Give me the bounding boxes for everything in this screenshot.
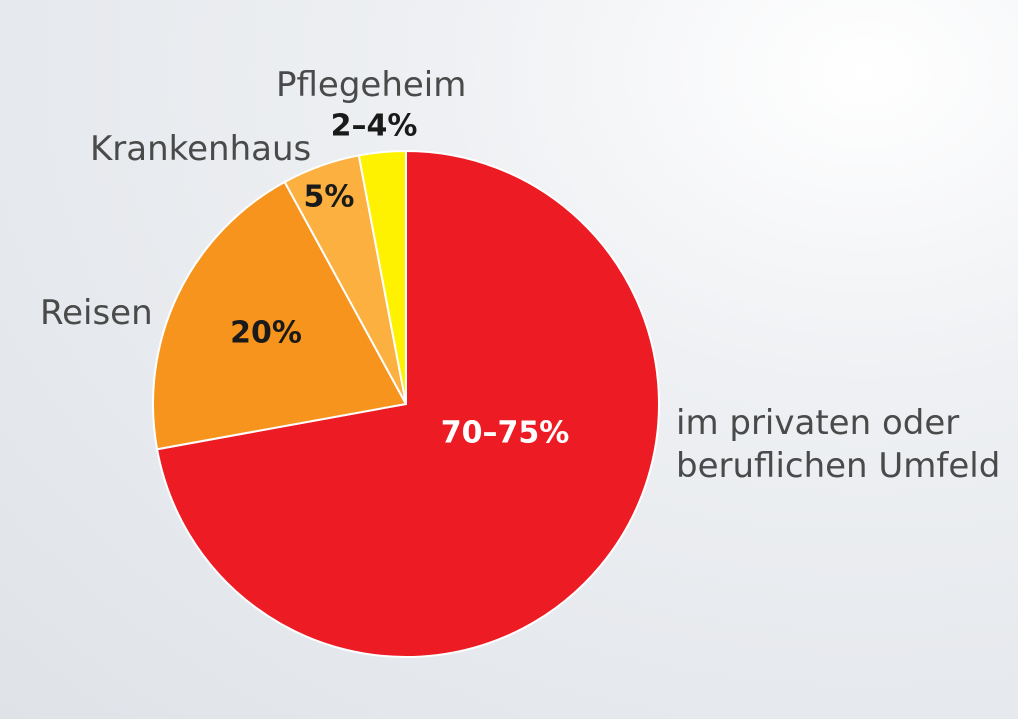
slice-umfeld [156,150,660,658]
category-label-umfeld: im privaten oder beruflichen Umfeld [676,402,1000,487]
slice-pflegeheim [357,150,407,405]
category-label-umfeld-line1: im privaten oder [676,403,960,443]
value-label-reisen: 20% [230,315,302,351]
category-label-krankenhaus: Krankenhaus [90,129,312,169]
category-label-umfeld-line2: beruflichen Umfeld [676,445,1001,486]
value-label-pflegeheim: 2–4% [330,108,418,144]
slice-reisen [152,180,407,451]
value-label-umfeld: 70–75% [440,415,570,451]
category-label-reisen: Reisen [40,293,153,333]
category-label-pflegeheim: Pflegeheim [276,65,467,105]
value-label-krankenhaus: 5% [303,179,355,215]
